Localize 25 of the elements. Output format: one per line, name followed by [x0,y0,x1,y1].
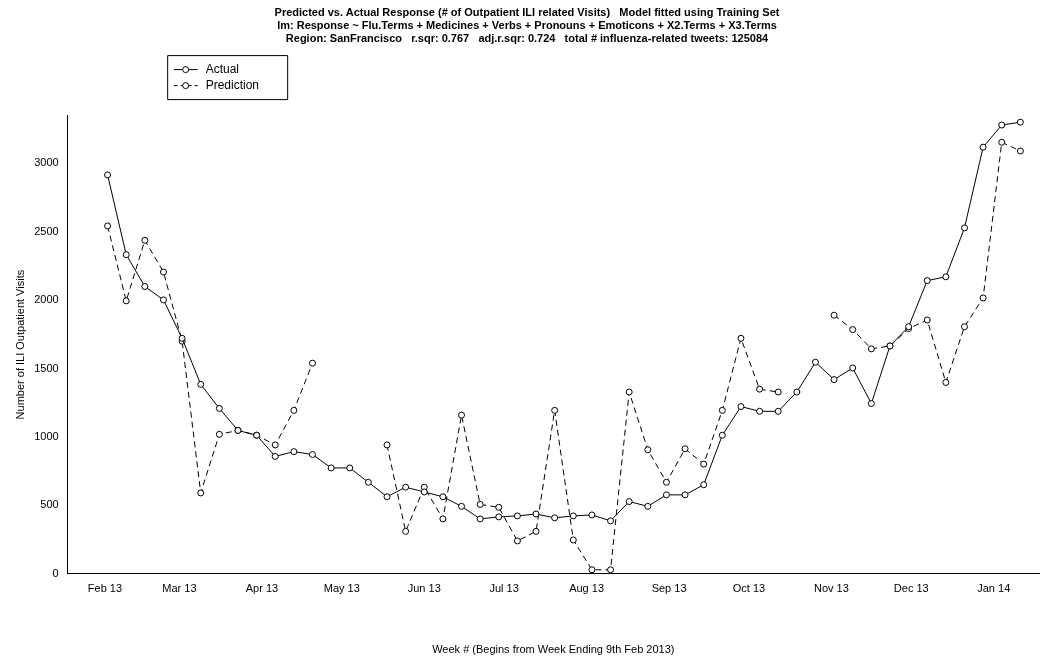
x-tick-label: Mar 13 [162,582,197,595]
x-tick-label: Aug 13 [569,582,605,595]
y-tick-label: 2500 [34,224,59,237]
y-tick-label: 0 [52,566,59,579]
y-tick-label: 1500 [34,361,59,374]
x-tick-label: Feb 13 [87,582,123,595]
legend-label: Prediction [205,77,260,92]
y-tick-label: 500 [40,498,59,511]
x-tick-label: Nov 13 [814,582,849,595]
y-axis-title: Number of ILI Outpatient Visits [13,269,26,420]
x-tick-label: Sep 13 [651,582,687,595]
x-tick-label: Oct 13 [732,582,766,595]
legend-label: Actual [205,61,240,76]
chart-title: Predicted vs. Actual Response (# of Outpatient ILI related Visits) Model fitted using Training Set [274,5,780,18]
chart-subtitle: lm: Response ~ Flu.Terms + Medicines + Verbs + Pronouns + Emoticons + X2.Terms + X3.Terms Region: SanFrancisco r.sqr: 0.767 adj.r.sqr: 0.724 total # influenza-related tweets: 125084 [277,18,777,45]
x-tick-label: Dec 13 [893,582,929,595]
y-tick-label: 2000 [34,293,59,306]
x-tick-label: Apr 13 [245,582,279,595]
x-tick-label: Jun 13 [407,582,441,595]
x-tick-label: May 13 [323,582,360,595]
x-tick-label: Jul 13 [489,582,519,595]
y-tick-label: 1000 [34,429,59,442]
x-axis-title: Week # (Begins from Week Ending 9th Feb 2013) [432,643,675,656]
x-tick-label: Jan 14 [977,582,1011,595]
y-tick-label: 3000 [34,156,59,169]
